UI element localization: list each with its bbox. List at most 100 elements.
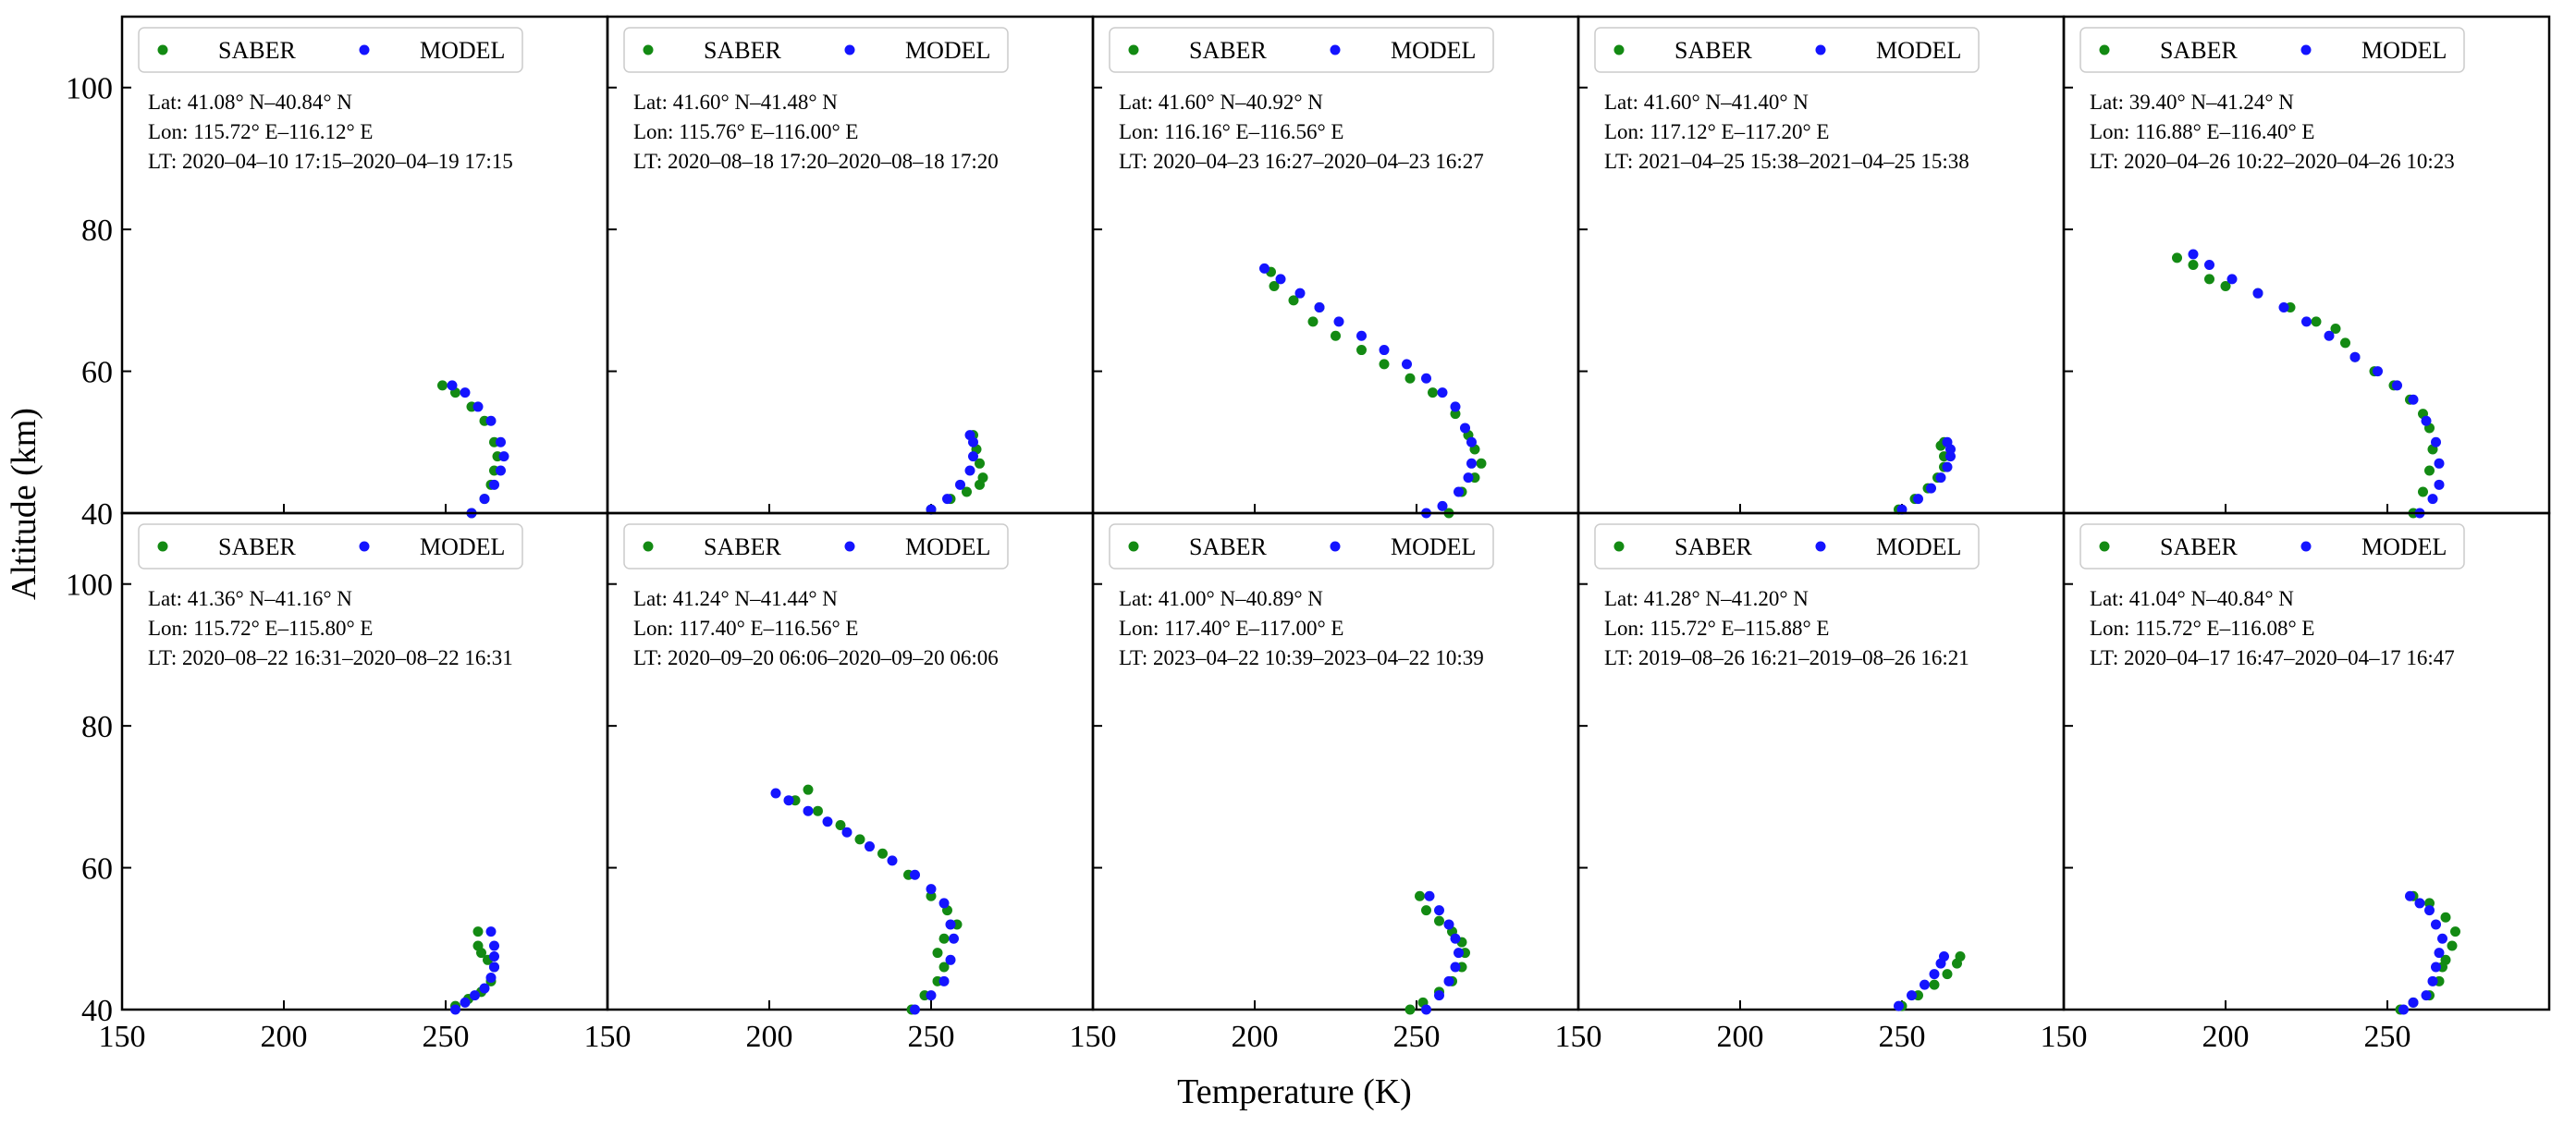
legend-frame	[1594, 523, 1980, 570]
legend-label: MODEL	[420, 37, 505, 64]
series-model	[447, 380, 509, 519]
data-point	[1421, 1004, 1431, 1015]
data-point	[1269, 281, 1280, 292]
legend-label: MODEL	[2361, 533, 2447, 560]
annotation-line: LT: 2021–04–25 15:38–2021–04–25 15:38	[1604, 150, 1969, 173]
data-point	[910, 1004, 920, 1015]
series-saber	[437, 380, 503, 519]
data-point	[1314, 302, 1325, 313]
data-point	[1939, 950, 1949, 962]
legend-marker	[2099, 541, 2110, 552]
data-point	[1907, 990, 1917, 1001]
data-point	[472, 401, 484, 412]
data-point	[2204, 274, 2214, 285]
annotation-line: Lon: 115.72° E–116.12° E	[148, 120, 373, 143]
annotation-line: Lat: 41.08° N–40.84° N	[148, 91, 352, 114]
data-point	[854, 834, 865, 845]
data-point	[835, 820, 846, 831]
data-point	[1476, 458, 1487, 469]
series-model	[2398, 890, 2447, 1015]
legend-frame	[2079, 27, 2465, 73]
data-point	[2408, 997, 2419, 1008]
legend-marker	[643, 541, 654, 552]
legend-label: SABER	[2160, 37, 2238, 64]
data-point	[1929, 969, 1940, 980]
legend-marker	[1613, 44, 1625, 55]
x-tick-label: 200	[746, 1020, 793, 1054]
data-point	[1443, 919, 1454, 930]
legend: SABER MODEL	[1594, 27, 1980, 73]
data-point	[2204, 260, 2214, 270]
series-model	[1894, 950, 1949, 1011]
legend-frame	[1109, 27, 1494, 73]
data-point	[1434, 905, 1444, 916]
annotation-line: Lat: 41.60° N–41.48° N	[633, 91, 838, 114]
data-point	[2414, 898, 2425, 909]
data-point	[1356, 330, 1367, 341]
legend: SABER MODEL	[1594, 523, 1980, 570]
data-point	[938, 898, 950, 909]
x-tick-label: 150	[1555, 1020, 1602, 1054]
data-point	[1434, 990, 1444, 1001]
legend-frame	[1109, 523, 1494, 570]
annotation-line: Lon: 116.88° E–116.40° E	[2090, 120, 2314, 143]
data-point	[1945, 451, 1956, 462]
data-point	[485, 926, 497, 937]
data-point	[489, 479, 499, 490]
data-point	[1450, 409, 1461, 420]
legend: SABER MODEL	[1109, 27, 1494, 73]
data-point	[1955, 950, 1966, 962]
legend-frame	[623, 523, 1009, 570]
annotation-line: Lon: 116.16° E–116.56° E	[1119, 120, 1343, 143]
data-point	[2311, 316, 2322, 327]
annotation-line: Lon: 117.40° E–117.00° E	[1119, 617, 1343, 640]
x-tick-label: 200	[1717, 1020, 1764, 1054]
series-model	[1896, 436, 1956, 515]
data-point	[2431, 436, 2441, 447]
data-point	[1450, 962, 1461, 973]
legend-label: SABER	[1189, 37, 1267, 64]
legend-label: MODEL	[1876, 37, 1961, 64]
annotation-line: LT: 2020–04–26 10:22–2020–04–26 10:23	[2090, 150, 2455, 173]
panel-2: SABER MODEL Lat: 41.60° N–41.48° N Lon: 115…	[606, 15, 1095, 515]
data-point	[2427, 494, 2438, 505]
data-point	[1424, 890, 1435, 901]
data-point	[1356, 345, 1367, 356]
series-model	[2188, 249, 2445, 519]
legend-marker	[157, 44, 168, 55]
annotation-line: Lat: 41.04° N–40.84° N	[2090, 587, 2294, 610]
panel-8: 150 200 250 SABER MODEL Lat: 41.00° N–40.89° …	[1070, 511, 1580, 1054]
legend-marker	[1815, 541, 1826, 552]
annotation-line: Lon: 115.72° E–115.88° E	[1604, 617, 1829, 640]
data-point	[2437, 933, 2447, 944]
legend-label: MODEL	[905, 37, 990, 64]
legend-label: MODEL	[1391, 533, 1476, 560]
data-point	[865, 841, 875, 852]
data-point	[489, 962, 499, 973]
data-point	[2424, 905, 2435, 916]
data-point	[1331, 330, 1341, 341]
legend-frame	[1594, 27, 1980, 73]
data-point	[2252, 288, 2263, 299]
data-point	[2340, 337, 2350, 349]
data-point	[2434, 458, 2445, 469]
legend-frame	[138, 27, 523, 73]
data-point	[1460, 423, 1470, 434]
data-point	[1275, 274, 1286, 285]
data-point	[1405, 373, 1416, 384]
data-point	[2447, 940, 2458, 951]
annotation-line: Lat: 41.60° N–40.92° N	[1119, 91, 1323, 114]
data-point	[447, 380, 458, 391]
data-point	[2421, 415, 2432, 426]
annotation-line: Lat: 41.00° N–40.89° N	[1119, 587, 1323, 610]
legend-label: MODEL	[2361, 37, 2447, 64]
legend: SABER MODEL	[138, 523, 523, 570]
legend-label: SABER	[704, 37, 781, 64]
data-point	[2431, 962, 2441, 973]
data-point	[926, 990, 937, 1001]
panel-1: 40 60 80 100 SABER MODEL Lat: 41.08° N–40.84° …	[66, 15, 609, 532]
data-point	[476, 948, 486, 959]
annotation-line: LT: 2020–08–18 17:20–2020–08–18 17:20	[633, 150, 999, 173]
data-point	[968, 451, 978, 462]
annotation-line: LT: 2020–09–20 06:06–2020–09–20 06:06	[633, 646, 999, 669]
